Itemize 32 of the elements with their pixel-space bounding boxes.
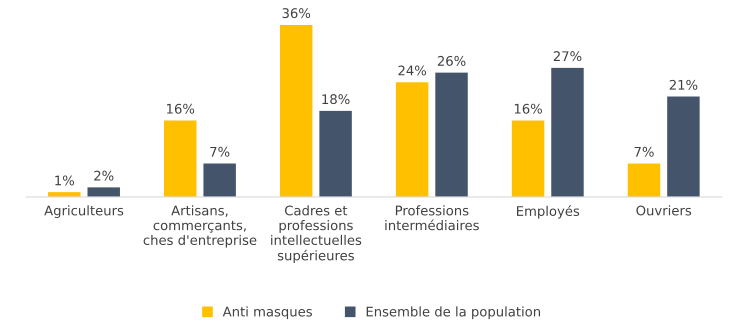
x-tick-label: Employés [517,205,580,219]
data-label: 24% [398,65,426,76]
x-tick-label: Professions intermédiaires [385,205,479,230]
bar [396,82,428,197]
data-label: 27% [554,51,582,62]
bar [667,96,700,197]
bar [319,110,352,197]
data-label: 7% [634,146,654,157]
data-label: 21% [670,80,698,90]
bar [280,24,312,197]
data-label: 36% [282,8,310,18]
data-label: 2% [94,170,114,181]
x-tick-label: Ouvriers [636,205,692,216]
legend-label: Ensemble de la population [366,306,540,320]
bar [512,120,544,197]
bar [164,120,196,197]
x-tick-label: Agriculteurs [44,205,124,218]
bar [87,187,120,197]
bar [203,163,236,197]
data-label: 7% [210,146,230,157]
bar [435,72,468,197]
x-tick-label: Cadres et professions intellectuelles supérieures [271,205,362,264]
bar [551,68,584,197]
data-label: 1% [55,175,74,186]
bar [48,192,81,197]
x-tick-label: Artisans, commerçants, ches d'entreprise [144,205,256,248]
data-label: 18% [322,94,350,104]
data-label: 26% [438,56,466,66]
bar [628,163,660,197]
data-label: 16% [167,104,194,114]
legend-label: Anti masques [222,306,312,320]
data-label: 16% [514,104,542,114]
